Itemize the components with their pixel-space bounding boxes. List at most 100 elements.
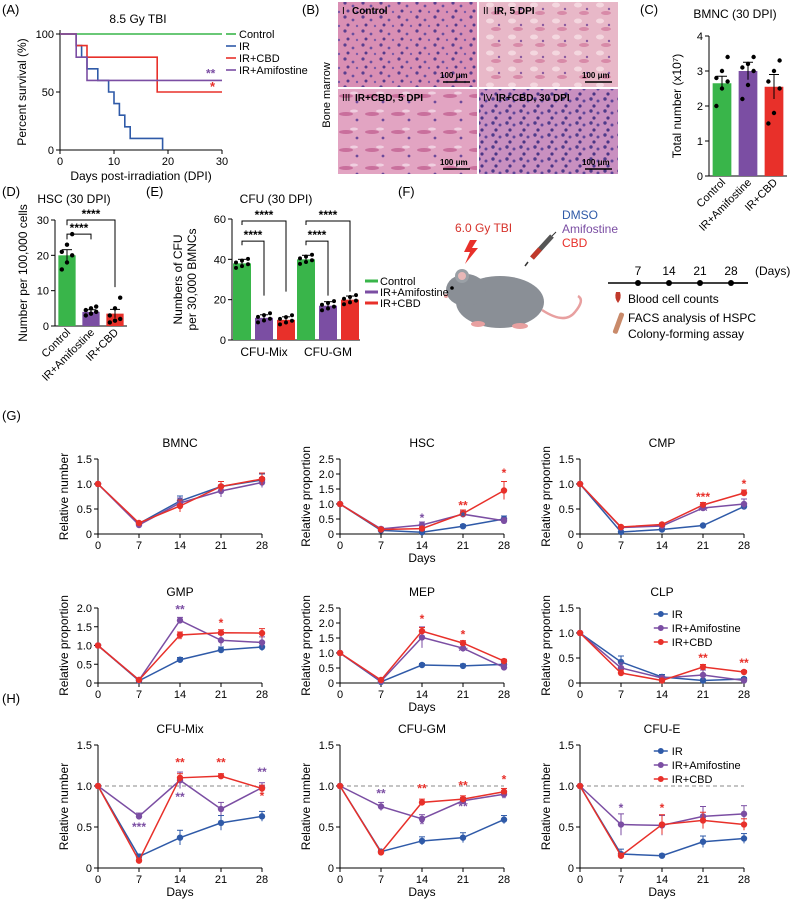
chart-h3-xtick-label: 28 <box>738 874 750 886</box>
chart-g2-point-cbd <box>500 487 508 494</box>
chart-c-bar-cbd <box>764 86 784 176</box>
chart-g1-ytick-label: 1.0 <box>77 479 92 491</box>
chart-d-point <box>64 260 70 265</box>
chart-e-point <box>298 256 302 261</box>
chart-g1-point-cbd <box>135 519 143 527</box>
chart-h1-xtick-label: 28 <box>256 874 268 886</box>
chart-h2-sig: ** <box>417 782 427 796</box>
chart-e-point <box>326 300 330 305</box>
chart-e-point <box>262 318 266 323</box>
chart-h1-sig: ** <box>175 755 185 769</box>
chart-h2-sig: * <box>420 818 425 832</box>
chart-e-point <box>240 258 244 263</box>
chart-g5-ytick-label: 1.5 <box>319 633 334 645</box>
chart-g1-xtick-label: 7 <box>136 540 142 552</box>
chart-d-sig-bracket <box>66 219 116 288</box>
chart-c-point <box>745 61 751 67</box>
chart-c-ytick-label: 4 <box>697 31 703 43</box>
chart-g3-title: CMP <box>649 436 676 450</box>
chart-h2-point-cbd <box>336 782 344 790</box>
chart-h1-point-cbd <box>217 772 225 780</box>
chart-c-point <box>714 103 719 109</box>
chart-g1-point-cbd <box>94 480 102 488</box>
chart-h1-xlabel: Days <box>166 885 193 899</box>
chart-a: 8.5 Gy TBI 0 50 100 0 10 20 30 Days post-irradia… <box>15 12 308 183</box>
chart-e-sig-label: **** <box>308 228 327 242</box>
chart-g4-ylabel: Relative proportion <box>57 595 71 696</box>
chart-g2-point-cbd <box>336 500 344 508</box>
chart-e-point <box>354 298 358 303</box>
chart-a-ytick-label: 50 <box>42 87 54 99</box>
tile-2-roman: II <box>483 6 489 17</box>
panel-label-h: (H) <box>2 691 20 706</box>
chart-g2-ytick-label: 2.5 <box>319 454 334 466</box>
chart-d-point <box>112 306 118 311</box>
panelf-drug-cbd: CBD <box>562 236 588 250</box>
chart-a-ytick-label: 100 <box>36 29 54 41</box>
chart-h1-ytick-label: 1.5 <box>77 740 92 752</box>
tile-1-label: Control <box>352 6 388 17</box>
chart-g1-xtick-label: 14 <box>174 540 186 552</box>
chart-e-point <box>246 256 250 261</box>
chart-e-sig-bracket <box>241 240 265 296</box>
chart-h3-sig: * <box>660 801 665 815</box>
chart-g3-xtick-label: 28 <box>738 540 750 552</box>
chart-e-point <box>342 296 346 301</box>
radiation-bolt-icon <box>464 240 478 264</box>
chart-g6-xtick-label: 0 <box>577 689 583 701</box>
chart-g4-point-amif <box>217 637 225 644</box>
chart-g2-ytick-label: 0 <box>328 529 334 541</box>
chart-g2-xtick-label: 28 <box>498 540 510 552</box>
chart-g3-point-cbd <box>617 523 625 531</box>
chart-g4-ytick-label: 0 <box>86 678 92 690</box>
chart-h3-ytick-label: 1.0 <box>559 781 574 793</box>
chart-c-point <box>766 79 771 84</box>
chart-h2-xtick-label: 14 <box>416 874 428 886</box>
chart-g2-xlabel: Days <box>408 551 435 565</box>
chart-g4-sig: ** <box>175 603 185 617</box>
chart-g5-xlabel: Days <box>408 700 435 714</box>
chart-h1-ytick-label: 0.5 <box>77 822 92 834</box>
chart-h2: CFU-GM 0 0.5 1.0 1.5 0 7 14 21 28 Days Relative num… <box>299 722 510 899</box>
chart-h2-point-ir <box>418 837 426 845</box>
chart-g5-sig: * <box>420 612 425 626</box>
chart-h1-point-ir <box>217 819 225 827</box>
tile-2-scale: 100 μm <box>582 71 610 80</box>
chart-c-bar-control <box>712 83 732 176</box>
chart-c-point <box>777 86 782 91</box>
chart-e-point <box>310 252 314 257</box>
chart-h2-ytick-label: 0 <box>328 863 334 875</box>
chart-g6-point-cbd <box>617 669 625 677</box>
chart-h3-point-cbd <box>658 821 666 828</box>
chart-a-ytick-label: 0 <box>48 145 54 157</box>
chart-g4-ytick-label: 1.0 <box>77 641 92 653</box>
chart-g4-point-ir <box>176 656 184 663</box>
tile-4-roman: IV <box>483 93 493 104</box>
chart-e-xtick-label: CFU-GM <box>304 345 352 359</box>
chart-c-point <box>766 121 771 126</box>
chart-g5-point-cbd <box>336 649 344 657</box>
chart-g6-sig: ** <box>739 656 749 670</box>
chart-g2-sig: ** <box>458 498 468 512</box>
legend-g6-label-ir: IR <box>672 609 683 621</box>
chart-e-point <box>348 300 352 305</box>
chart-g3-point-ir <box>617 528 625 536</box>
chart-g2-xtick-label: 14 <box>416 540 428 552</box>
timeline-day-14: 14 <box>662 264 676 278</box>
chart-h3-point-cbd <box>699 817 707 824</box>
legend-a-label-amif: IR+Amifostine <box>239 65 308 77</box>
chart-e-point <box>304 260 308 265</box>
chart-g4-ytick-label: 1.5 <box>77 622 92 634</box>
chart-e-sig-bracket <box>305 220 351 292</box>
chart-g5-sig: ** <box>458 644 468 658</box>
chart-g6-xtick-label: 7 <box>618 689 624 701</box>
legend-h3-marker-cbd <box>657 776 664 782</box>
tile-1-roman: I <box>342 6 345 17</box>
panelf-tbi: 6.0 Gy TBI <box>455 221 512 235</box>
chart-g3-xtick-label: 0 <box>577 540 583 552</box>
chart-d-point <box>93 309 99 315</box>
chart-c-point <box>725 54 730 60</box>
chart-g5-ytick-label: 0 <box>328 678 334 690</box>
chart-c-point <box>777 58 782 63</box>
histology-tile-1: I Control 100 μm <box>338 2 477 87</box>
